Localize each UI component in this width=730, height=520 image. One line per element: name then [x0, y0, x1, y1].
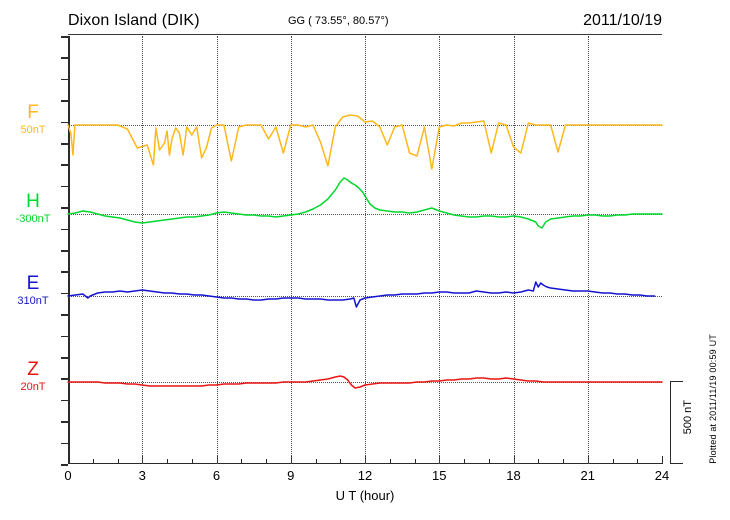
scale-bar	[670, 381, 688, 464]
scale-bar-top-cap	[670, 381, 683, 383]
x-axis-label-24: 24	[654, 468, 670, 483]
header-divider	[68, 34, 662, 35]
y-axis-tick	[61, 250, 68, 252]
x-axis-tick-minor	[637, 459, 639, 464]
y-axis-tick	[61, 271, 68, 273]
baseline-E	[68, 296, 662, 297]
x-axis-tick-minor	[563, 459, 565, 464]
y-axis-tick	[61, 464, 68, 466]
channel-value-E: 310nT	[17, 295, 49, 307]
channel-value-Z: 20nT	[20, 381, 46, 393]
x-axis-tick-minor	[241, 459, 243, 464]
x-axis-tick-major	[68, 456, 70, 464]
trace-E	[68, 282, 655, 307]
gridline-hour-18	[513, 36, 515, 464]
observation-date: 2011/10/19	[583, 12, 662, 29]
y-axis-tick	[61, 78, 68, 81]
x-axis-label-9: 9	[287, 468, 295, 483]
baseline-F	[68, 125, 662, 126]
x-axis-tick-minor	[117, 459, 119, 464]
x-axis-tick-minor	[464, 459, 466, 464]
x-axis-tick-minor	[612, 459, 614, 464]
y-axis-tick	[61, 185, 68, 188]
channel-label-F: F 50nT	[2, 103, 64, 137]
x-axis-tick-minor	[340, 459, 342, 464]
x-axis-label-15: 15	[432, 468, 447, 483]
x-axis-tick-minor	[315, 459, 317, 464]
x-axis-tick-minor	[538, 459, 540, 464]
channel-value-F: 50nT	[20, 124, 46, 136]
magnetogram-plot: F 50nT H -300nT E 310nT Z 20nT 0 3 6 9 12 15 18 21 24 U…	[16, 36, 669, 503]
y-axis-tick	[61, 357, 68, 359]
y-axis-tick	[61, 399, 68, 402]
y-axis-tick	[61, 121, 68, 124]
x-axis-tick-minor	[92, 459, 94, 464]
y-axis-tick	[61, 143, 68, 145]
y-axis-line	[68, 36, 70, 464]
y-axis-tick	[61, 100, 68, 102]
x-axis-label-18: 18	[506, 468, 521, 483]
y-axis-tick	[61, 207, 68, 209]
channel-label-E: E 310nT	[2, 274, 64, 308]
y-axis-tick	[61, 335, 68, 338]
x-axis-tick-minor	[191, 459, 193, 464]
x-axis-label-6: 6	[212, 468, 221, 483]
gridline-hour-9	[290, 36, 292, 464]
x-axis-tick-minor	[167, 459, 169, 464]
baseline-H	[68, 214, 662, 215]
x-axis-label-3: 3	[138, 468, 146, 483]
channel-name-E: E	[26, 273, 40, 294]
channel-label-H: H -300nT	[2, 192, 64, 226]
gridline-hour-6	[216, 36, 218, 464]
scale-bar-bottom-cap	[670, 462, 683, 464]
y-axis-tick	[61, 314, 68, 316]
channel-name-H: H	[26, 191, 40, 212]
y-axis-tick	[61, 228, 68, 231]
x-axis-label-21: 21	[580, 468, 595, 483]
gridline-hour-3	[142, 36, 144, 464]
scale-bar-label: 500 nT	[682, 400, 694, 435]
channel-name-F: F	[27, 102, 39, 123]
station-title: Dixon Island (DIK)	[68, 12, 200, 29]
plotted-at-stamp: Plotted at 2011/11/19 00:59 UT	[708, 334, 718, 464]
x-axis-tick-major	[662, 456, 664, 464]
x-axis-tick-minor	[389, 459, 391, 464]
channel-name-Z: Z	[27, 359, 39, 380]
channel-value-H: -300nT	[15, 213, 51, 225]
y-axis-tick	[61, 421, 68, 423]
x-axis-title: U T (hour)	[335, 488, 395, 503]
channel-label-Z: Z 20nT	[2, 360, 64, 394]
x-axis-label-12: 12	[357, 468, 373, 483]
y-axis-tick	[61, 36, 68, 38]
y-axis-tick	[61, 292, 68, 295]
x-axis-tick-minor	[488, 459, 490, 464]
gridline-hour-15	[439, 36, 441, 464]
gridline-hour-21	[587, 36, 589, 464]
scale-bar-stem	[670, 381, 672, 464]
y-axis-tick	[61, 378, 68, 380]
baseline-Z	[68, 382, 662, 383]
x-axis-tick-minor	[414, 459, 416, 464]
gridline-hour-12	[365, 36, 366, 464]
y-axis-tick	[61, 57, 68, 59]
y-axis-tick	[61, 164, 68, 166]
x-axis-label-0: 0	[64, 468, 72, 483]
geographic-coordinates: GG ( 73.55°, 80.57°)	[288, 15, 389, 27]
x-axis-tick-minor	[266, 459, 268, 464]
y-axis-tick	[61, 442, 68, 445]
